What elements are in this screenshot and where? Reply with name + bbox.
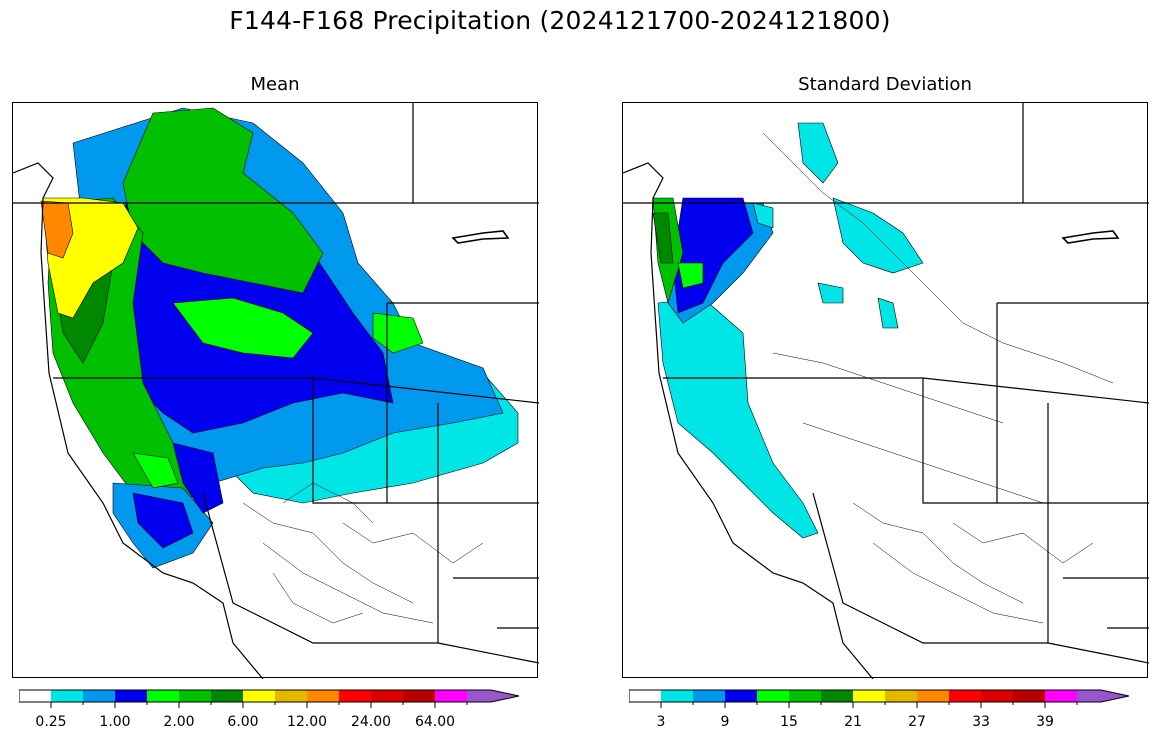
std-colorbar-segment [949, 690, 981, 702]
mean-colorbar-segment [147, 690, 179, 702]
mean-colorbar: 0.25 1.00 2.00 6.00 12.00 24.00 64.00 [19, 689, 520, 730]
mean-colorbar-tick-label: 24.00 [351, 714, 391, 730]
std-basin-lines [762, 132, 1114, 624]
std-colorbar-outline [629, 689, 1130, 703]
mean-colorbar-tick-label: 2.00 [163, 714, 194, 730]
mean-colorbar-tick-label: 0.25 [35, 714, 66, 730]
std-colorbar-segment [789, 690, 821, 702]
mean-basin-lines [242, 482, 484, 624]
std-colorbar-segment [885, 690, 917, 702]
mean-colorbar-segment [211, 690, 243, 702]
mean-colorbar-tick-label: 1.00 [99, 714, 130, 730]
std-colorbar-segment [1045, 690, 1077, 702]
mean-precip-fill [40, 107, 519, 569]
mean-colorbar-segment [307, 690, 339, 702]
std-colorbar-segment [1077, 690, 1129, 702]
std-colorbar-segment [917, 690, 949, 702]
mean-colorbar-outline [19, 689, 520, 703]
std-colorbar-segment [693, 690, 725, 702]
mean-colorbar-segment [339, 690, 371, 702]
mean-colorbar-segment [51, 690, 83, 702]
std-colorbar-tick-label: 3 [657, 714, 666, 730]
std-panel-title: Standard Deviation [798, 74, 972, 95]
mean-map [12, 102, 539, 679]
std-colorbar-segment [757, 690, 789, 702]
std-colorbar-tick-label: 9 [721, 714, 730, 730]
mean-colorbar-segment [403, 690, 435, 702]
std-colorbar-tick-label: 15 [780, 714, 798, 730]
std-colorbar-segment [629, 690, 661, 702]
mean-colorbar-segment [179, 690, 211, 702]
mean-panel-title: Mean [250, 74, 300, 95]
mean-boundaries [13, 103, 539, 679]
mean-colorbar-segment [467, 690, 519, 702]
mean-colorbar-segment [115, 690, 147, 702]
std-colorbar-tick-label: 27 [908, 714, 926, 730]
mean-colorbar-segment [275, 690, 307, 702]
std-colorbar-tick-label: 21 [844, 714, 862, 730]
std-colorbar: 3 9 15 21 27 33 39 [629, 689, 1130, 730]
mean-colorbar-segment [83, 690, 115, 702]
mean-colorbar-tick-label: 64.00 [415, 714, 455, 730]
mean-colorbar-tick-label: 12.00 [287, 714, 327, 730]
std-boundaries [623, 103, 1149, 679]
std-precip-fill [652, 122, 924, 539]
mean-colorbar-segment [435, 690, 467, 702]
std-colorbar-segment [821, 690, 853, 702]
std-colorbar-segment [661, 690, 693, 702]
mean-map-svg [13, 103, 539, 679]
std-colorbar-tick-label: 39 [1036, 714, 1054, 730]
std-colorbar-segment [725, 690, 757, 702]
std-colorbar-segment [853, 690, 885, 702]
figure-title: F144-F168 Precipitation (2024121700-2024… [229, 6, 891, 35]
mean-colorbar-segment [19, 690, 51, 702]
mean-colorbar-segment [243, 690, 275, 702]
std-map [622, 102, 1149, 679]
mean-colorbar-tick-label: 6.00 [227, 714, 258, 730]
std-colorbar-tick-label: 33 [972, 714, 990, 730]
mean-colorbar-segment [371, 690, 403, 702]
std-colorbar-segment [981, 690, 1013, 702]
std-colorbar-segment [1013, 690, 1045, 702]
std-map-svg [623, 103, 1149, 679]
